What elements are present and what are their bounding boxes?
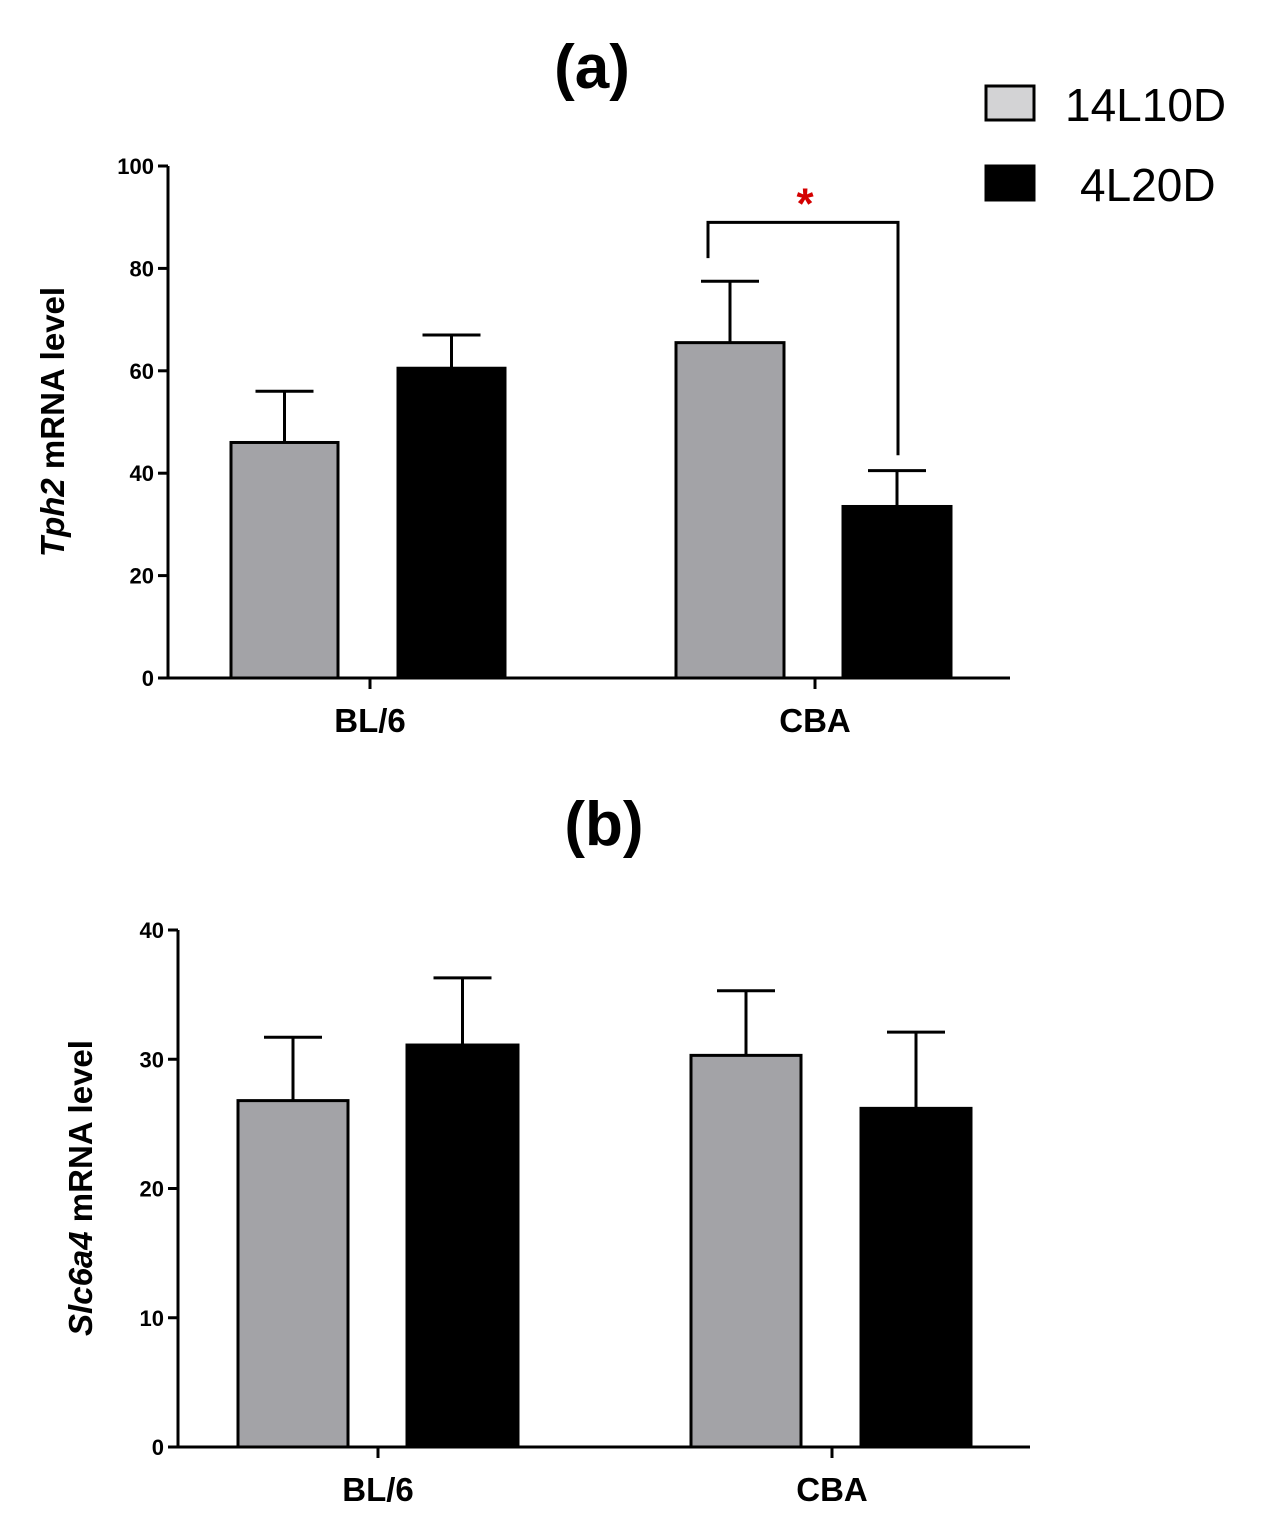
bar-14l10d-bl6 bbox=[236, 1099, 350, 1449]
y-tick-label: 60 bbox=[130, 359, 154, 384]
y-axis-label: Slc6a4 mRNA level bbox=[62, 1040, 99, 1336]
bar-4l20d-cba bbox=[841, 504, 953, 680]
bar-4l20d-bl6 bbox=[396, 366, 507, 680]
y-axis-label-text: mRNA level bbox=[34, 287, 71, 478]
y-axis-label: Tph2 mRNA level bbox=[34, 287, 71, 557]
x-tick-label: BL/6 bbox=[342, 1471, 414, 1508]
legend-label: 4L20D bbox=[1080, 159, 1216, 211]
significance-bracket bbox=[706, 220, 900, 456]
y-tick-label: 10 bbox=[140, 1306, 164, 1331]
x-tick-label: BL/6 bbox=[334, 702, 406, 739]
y-axis-label-gene: Slc6a4 bbox=[62, 1231, 99, 1336]
legend-label: 14L10D bbox=[1065, 79, 1226, 131]
y-tick-label: 40 bbox=[130, 461, 154, 486]
legend: 14L10D 4L20D bbox=[984, 79, 1226, 211]
bar-14l10d-cba bbox=[674, 341, 786, 680]
y-tick-label: 0 bbox=[142, 666, 154, 691]
legend-swatch-4l20d bbox=[984, 164, 1036, 202]
y-tick-label: 100 bbox=[117, 154, 154, 179]
chart-title: (a) bbox=[554, 33, 630, 102]
panel-b: (b) Slc6a4 mRNA level 0 10 20 30 40 BL/6 CBA bbox=[62, 790, 1030, 1508]
chart-title: (b) bbox=[564, 790, 643, 859]
legend-swatch-14l10d bbox=[984, 84, 1036, 122]
y-tick-label: 30 bbox=[140, 1047, 164, 1072]
y-axis-label-text: mRNA level bbox=[62, 1040, 99, 1231]
y-tick-label: 20 bbox=[130, 564, 154, 589]
y-tick-label: 20 bbox=[140, 1177, 164, 1202]
x-tick-label: CBA bbox=[779, 702, 851, 739]
bar-4l20d-bl6 bbox=[405, 1043, 520, 1449]
bar-4l20d-cba bbox=[859, 1106, 973, 1449]
y-tick-label: 80 bbox=[130, 256, 154, 281]
x-tick-label: CBA bbox=[796, 1471, 868, 1508]
bar-14l10d-bl6 bbox=[229, 440, 340, 680]
panel-a: (a) Tph2 mRNA level 0 20 40 60 80 100 BL/6 CBA * bbox=[34, 33, 1010, 739]
y-tick-label: 40 bbox=[140, 918, 164, 943]
y-axis-label-gene: Tph2 bbox=[34, 478, 71, 557]
bar-14l10d-cba bbox=[689, 1053, 803, 1449]
y-tick-label: 0 bbox=[152, 1435, 164, 1460]
significance-star: * bbox=[796, 179, 814, 228]
